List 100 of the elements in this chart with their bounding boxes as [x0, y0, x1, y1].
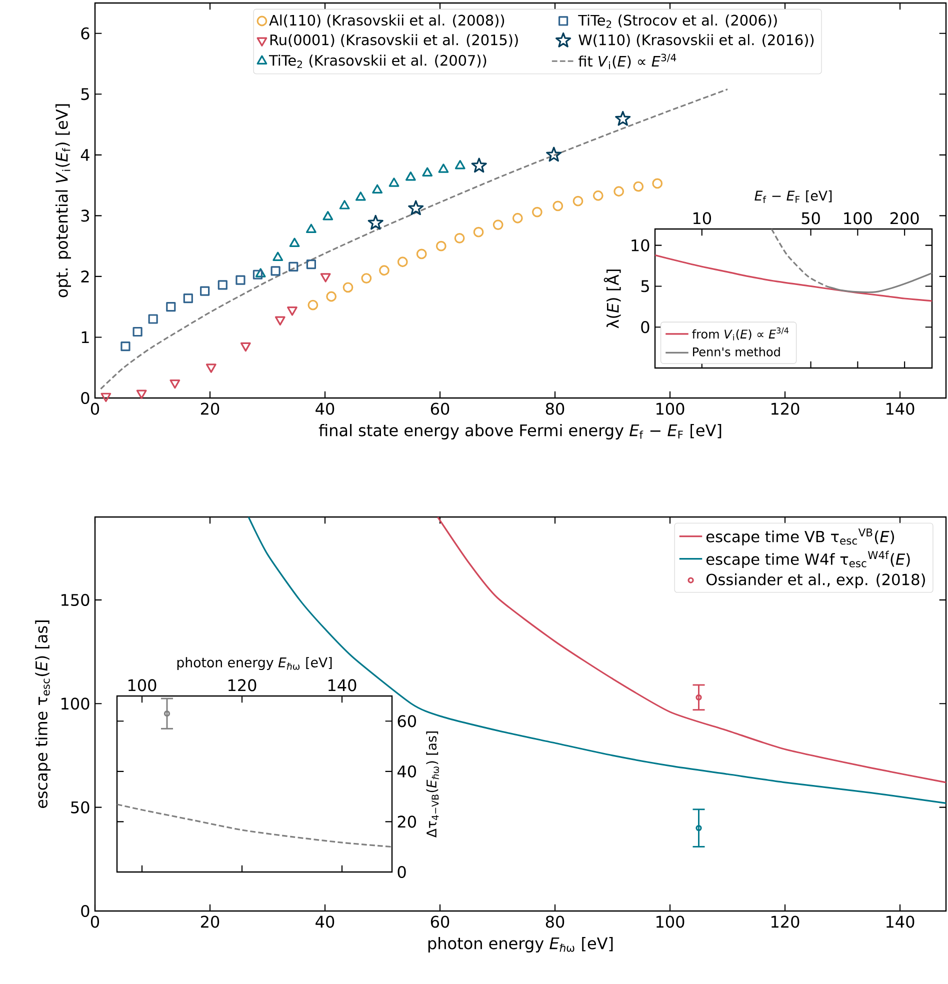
point	[416, 248, 427, 260]
x-tick-label: 120	[771, 402, 800, 415]
x-tick-label: 140	[328, 679, 356, 692]
point	[136, 390, 147, 399]
point	[368, 214, 384, 230]
x-tick-label: 80	[546, 916, 564, 928]
y-tick-label: 0	[81, 392, 90, 404]
y-axis-title: Δτ$_{4−VB}$(E$_{ℏω}$) [as]	[426, 731, 439, 838]
point	[270, 266, 280, 276]
x-tick-label: 60	[430, 402, 450, 415]
point	[306, 260, 316, 270]
point	[512, 212, 523, 224]
y-tick-label: 10	[632, 239, 650, 252]
y-tick-label: 50	[71, 801, 90, 814]
point	[339, 200, 350, 210]
point	[289, 238, 300, 247]
point	[422, 167, 433, 176]
point	[308, 300, 318, 310]
point	[272, 252, 284, 261]
y-axis-title: λ(E) [Å]	[604, 270, 621, 328]
point	[633, 181, 644, 192]
point	[546, 146, 562, 162]
y-tick-label: 40	[397, 765, 416, 778]
x-tick-label: 10	[693, 212, 712, 224]
legend-label: escape time VB τ$_{esc}$$^{VB}$(E)	[706, 528, 894, 546]
line-series	[117, 804, 392, 848]
x-tick-label: 100	[656, 916, 684, 928]
y-tick-label: 0	[641, 321, 650, 334]
point	[405, 172, 416, 181]
point	[288, 262, 298, 272]
legend-label: Ru(0001) (Krasovskii et al. (2015))	[270, 34, 518, 47]
point	[454, 160, 466, 170]
point	[206, 364, 216, 373]
point	[148, 314, 158, 324]
point	[306, 224, 316, 233]
x-tick-label: 40	[316, 402, 334, 415]
y-tick-label: 4	[80, 149, 90, 161]
x-tick-label: 100	[656, 402, 684, 415]
x-tick-label: 120	[771, 916, 800, 928]
x-tick-label: 80	[546, 402, 564, 415]
point	[183, 294, 193, 304]
point	[572, 196, 584, 206]
point	[361, 273, 372, 284]
point	[100, 392, 112, 402]
legend-label: fit V$_{i}$(E) ∝ E$^{3/4}$	[578, 54, 676, 70]
point	[388, 178, 400, 187]
point	[252, 270, 263, 280]
legend-label: W(110) (Krasovskii et al. (2016))	[578, 34, 814, 47]
y-tick-label: 20	[398, 816, 416, 828]
y-axis-title: opt. potential V$_{i}$(E$_{f}$) [eV]	[55, 104, 71, 298]
legend-label: TiTe$_{2}$ (Strocov et al. (2006))	[578, 14, 777, 28]
x-tick-label: 140	[886, 402, 914, 415]
y-tick-label: 0	[81, 904, 90, 918]
y-tick-label: 60	[398, 715, 416, 728]
x-tick-label: 140	[886, 916, 914, 928]
y-tick-label: 100	[62, 698, 90, 710]
point	[240, 342, 251, 352]
legend-label: Al(110) (Krasovskii et al. (2008))	[269, 14, 504, 28]
point	[326, 291, 337, 302]
point	[615, 110, 631, 126]
point	[492, 220, 504, 230]
legend-label: from V$_{i}$(E) ∝ E$^{3/4}$	[692, 327, 789, 340]
point	[372, 184, 383, 194]
point	[379, 265, 390, 276]
point	[436, 240, 446, 252]
x-tick-label: 50	[802, 212, 820, 224]
point	[408, 200, 424, 216]
y-tick-label: 2	[81, 270, 89, 282]
point	[592, 190, 604, 201]
point	[473, 226, 484, 238]
point	[614, 186, 624, 197]
y-tick-label: 150	[62, 594, 90, 606]
legend-label: TiTe$_{2}$ (Krasovskii et al. (2007))	[268, 54, 486, 68]
point	[236, 275, 246, 285]
legend-label: escape time W4f τ$_{esc}$$^{W4f}$(E)	[706, 550, 910, 568]
y-tick-label: 1	[82, 331, 89, 344]
point	[255, 268, 266, 278]
x-tick-label: 40	[316, 916, 334, 928]
point	[342, 282, 354, 293]
x-tick-label: 20	[200, 916, 220, 928]
point	[120, 342, 130, 352]
x-tick-label: 100	[844, 212, 872, 224]
legend-label: Ossiander et al., exp. (2018)	[706, 573, 925, 588]
point	[471, 158, 487, 173]
point	[532, 206, 542, 218]
x-tick-label: 0	[90, 916, 100, 928]
x-axis-title: photon energy E$_{ℏω}$ [eV]	[177, 657, 332, 670]
legend-label: Penn's method	[693, 347, 780, 356]
point	[200, 286, 210, 296]
point	[274, 316, 286, 326]
point	[320, 273, 331, 282]
x-tick-label: 100	[128, 679, 156, 692]
y-tick-label: 3	[81, 210, 89, 222]
x-tick-label: 0	[90, 402, 100, 415]
x-axis-title: E$_{f}$ − E$_{F}$ [eV]	[754, 190, 832, 204]
x-tick-label: 200	[890, 212, 919, 224]
y-tick-label: 5	[81, 88, 89, 100]
y-axis-title: escape time τ$_{esc}$(E) [as]	[35, 620, 51, 808]
point	[552, 200, 564, 212]
point	[166, 302, 176, 312]
